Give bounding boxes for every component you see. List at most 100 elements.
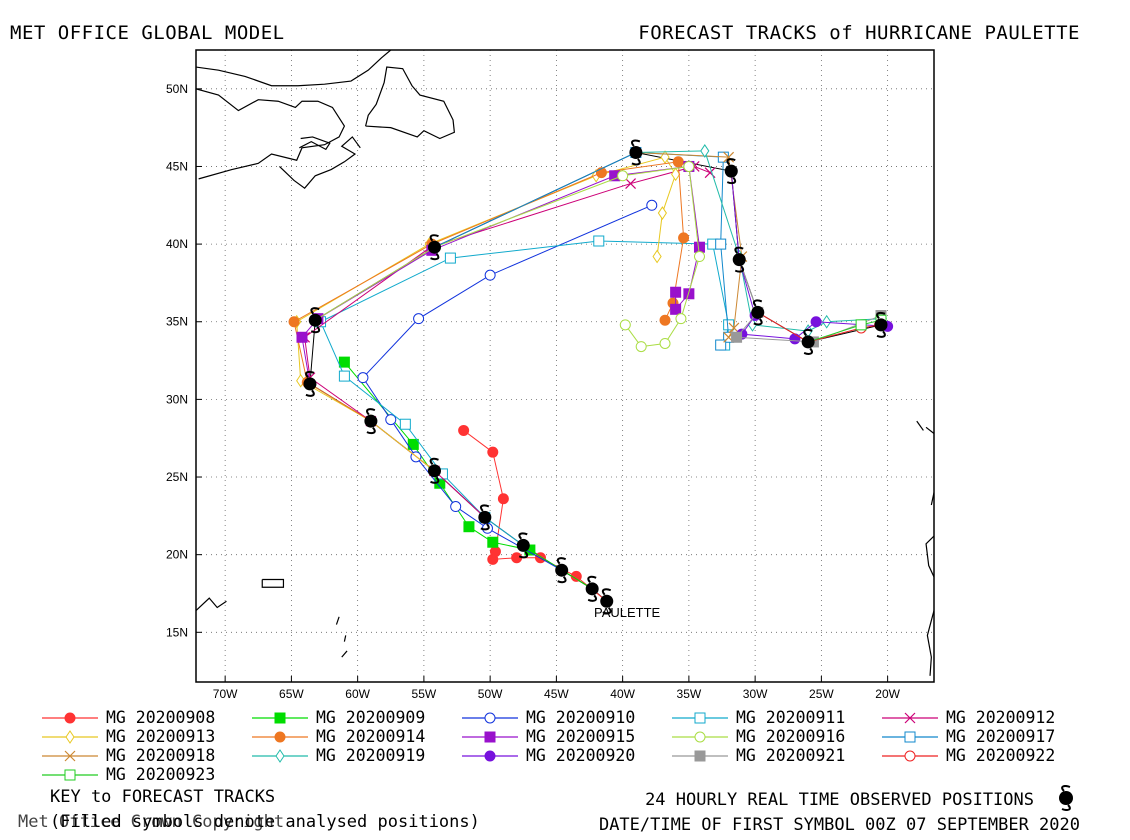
legend-swatch bbox=[462, 712, 518, 723]
track-marker bbox=[407, 438, 419, 450]
track-marker bbox=[619, 319, 631, 331]
coastline bbox=[196, 597, 227, 612]
symbol-arm bbox=[726, 176, 737, 185]
legend-swatch bbox=[42, 769, 98, 780]
track-marker bbox=[723, 151, 735, 163]
symbol-core bbox=[585, 582, 599, 596]
track-marker bbox=[904, 731, 916, 742]
legend-swatch bbox=[462, 731, 518, 742]
symbol-arm bbox=[310, 326, 321, 334]
legend-swatch bbox=[882, 731, 938, 742]
forecast-track bbox=[434, 146, 735, 351]
symbol-core bbox=[629, 145, 643, 159]
observed-hurricane-symbol bbox=[585, 575, 599, 602]
track-marker bbox=[659, 314, 671, 326]
legend-label: MG 20200921 bbox=[736, 746, 846, 765]
symbol-core bbox=[303, 377, 317, 391]
symbol-core bbox=[427, 464, 441, 478]
track-marker bbox=[694, 731, 706, 742]
track-marker bbox=[357, 372, 369, 384]
track-marker bbox=[288, 316, 300, 328]
symbol-arm bbox=[305, 370, 315, 379]
symbol-arm bbox=[876, 311, 886, 320]
track-marker bbox=[715, 238, 727, 250]
chart-source-title: MET OFFICE GLOBAL MODEL bbox=[10, 22, 285, 44]
coastline bbox=[299, 136, 331, 151]
legend-swatch bbox=[882, 712, 938, 723]
coastline bbox=[261, 578, 285, 588]
forecast-tracks bbox=[288, 144, 894, 602]
forecast-track bbox=[288, 156, 690, 422]
legend-item: MG 20200910 bbox=[460, 708, 635, 727]
legend-item: MG 20200920 bbox=[460, 746, 635, 765]
symbol-arm bbox=[556, 557, 567, 565]
symbol-arm bbox=[726, 158, 736, 166]
symbol-core bbox=[555, 563, 569, 577]
symbol-arm bbox=[557, 576, 567, 584]
track-marker bbox=[338, 356, 350, 368]
legend-label: MG 20200913 bbox=[106, 727, 216, 746]
track-marker bbox=[497, 493, 509, 505]
forecast-track bbox=[635, 151, 748, 343]
track-marker bbox=[64, 769, 76, 780]
storm-label: PAULETTE bbox=[594, 605, 661, 620]
observed-hurricane-symbol bbox=[516, 532, 530, 559]
coastline bbox=[343, 635, 347, 642]
legend-swatch bbox=[252, 731, 308, 742]
hurricane-symbol-icon bbox=[1059, 785, 1073, 811]
symbol-core bbox=[516, 538, 530, 552]
forecast-track bbox=[338, 356, 593, 590]
coastline bbox=[365, 66, 456, 140]
legend-item: MG 20200912 bbox=[880, 708, 1055, 727]
track-marker bbox=[489, 546, 501, 558]
symbol-arm bbox=[631, 158, 641, 166]
legend-item: MG 20200922 bbox=[880, 746, 1055, 765]
forecast-track-line bbox=[314, 165, 700, 348]
coastline bbox=[925, 426, 934, 435]
track-marker bbox=[617, 170, 629, 182]
track-marker bbox=[904, 712, 916, 723]
coastline bbox=[335, 616, 340, 625]
track-marker bbox=[693, 251, 705, 263]
observed-positions-label: 24 HOURLY REAL TIME OBSERVED POSITIONS bbox=[645, 790, 1034, 810]
symbol-core bbox=[724, 164, 738, 178]
observed-hurricane-symbol bbox=[308, 307, 322, 334]
track-marker bbox=[635, 341, 647, 353]
symbol-arm bbox=[310, 307, 320, 315]
track-marker bbox=[274, 712, 286, 723]
track-marker bbox=[399, 418, 411, 430]
legend-label: MG 20200916 bbox=[736, 727, 846, 746]
track-marker bbox=[338, 370, 350, 382]
plot-frame bbox=[195, 49, 935, 683]
symbol-core bbox=[874, 318, 888, 332]
symbol-core bbox=[364, 414, 378, 428]
track-marker bbox=[731, 331, 743, 343]
x-tick-label: 45W bbox=[544, 687, 569, 701]
observed-hurricane-symbol bbox=[629, 139, 643, 166]
y-tick-label: 50N bbox=[166, 82, 188, 96]
y-tick-label: 30N bbox=[166, 392, 188, 406]
track-marker bbox=[715, 339, 727, 351]
observed-hurricane-symbol bbox=[874, 311, 888, 338]
forecast-track-line bbox=[301, 165, 700, 384]
track-marker bbox=[484, 269, 496, 281]
symbol-arm bbox=[587, 575, 597, 584]
symbol-arm bbox=[631, 139, 641, 147]
track-marker bbox=[672, 156, 684, 168]
track-marker bbox=[810, 316, 822, 328]
track-marker bbox=[64, 712, 76, 723]
symbol-arm bbox=[366, 426, 376, 435]
track-marker bbox=[484, 750, 496, 761]
track-marker bbox=[511, 552, 523, 564]
track-marker bbox=[463, 521, 475, 533]
legend-item: MG 20200908 bbox=[40, 708, 215, 727]
track-marker bbox=[296, 331, 308, 343]
forecast-track bbox=[292, 150, 681, 472]
track-marker bbox=[444, 252, 456, 264]
coastline bbox=[279, 136, 361, 190]
symbol-core bbox=[600, 594, 614, 608]
track-marker bbox=[274, 731, 286, 742]
x-tick-label: 55W bbox=[412, 687, 437, 701]
track-marker bbox=[385, 414, 397, 426]
observed-hurricane-symbol bbox=[555, 557, 569, 584]
